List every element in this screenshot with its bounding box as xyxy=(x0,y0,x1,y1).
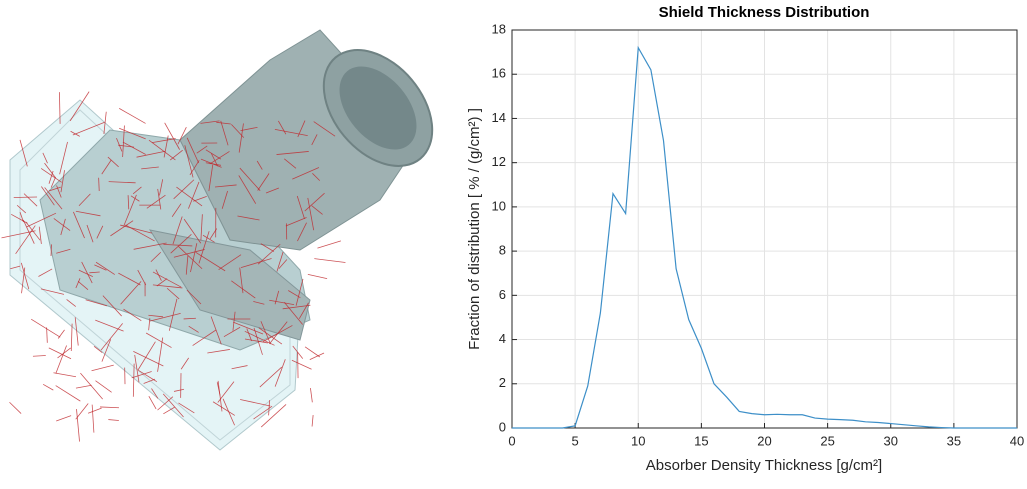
ray xyxy=(80,373,102,399)
ray xyxy=(88,408,101,413)
x-tick-label: 40 xyxy=(1010,433,1024,448)
ray xyxy=(47,327,48,342)
x-tick-label: 25 xyxy=(820,433,834,448)
y-tick-label: 0 xyxy=(499,419,506,434)
ray xyxy=(317,241,340,248)
y-tick-label: 12 xyxy=(492,154,506,169)
ray xyxy=(312,415,313,426)
ray xyxy=(33,356,46,357)
y-tick-label: 4 xyxy=(499,331,506,346)
ray xyxy=(77,409,80,442)
ray xyxy=(58,330,64,339)
x-tick-label: 5 xyxy=(572,433,579,448)
x-tick-label: 20 xyxy=(757,433,771,448)
ray xyxy=(119,108,145,123)
y-tick-label: 18 xyxy=(492,21,506,36)
x-tick-label: 30 xyxy=(884,433,898,448)
ray xyxy=(76,385,92,388)
ray xyxy=(43,384,53,390)
ray xyxy=(314,259,345,263)
ray xyxy=(56,416,71,421)
y-tick-label: 2 xyxy=(499,375,506,390)
ray xyxy=(31,319,60,337)
x-tick-label: 0 xyxy=(508,433,515,448)
y-tick-label: 14 xyxy=(492,110,506,125)
x-tick-label: 35 xyxy=(947,433,961,448)
ray xyxy=(310,353,324,360)
y-axis-label: Fraction of distribution [ % / (g/cm²) ] xyxy=(466,108,483,350)
telescope-render xyxy=(2,29,455,450)
ray xyxy=(92,365,114,371)
ray xyxy=(53,373,76,377)
y-tick-label: 8 xyxy=(499,243,506,258)
y-tick-label: 16 xyxy=(492,66,506,81)
ray xyxy=(71,324,72,351)
ray xyxy=(100,407,119,408)
x-axis-label: Absorber Density Thickness [g/cm²] xyxy=(646,457,882,474)
ray xyxy=(49,348,71,359)
x-tick-label: 10 xyxy=(631,433,645,448)
x-tick-label: 15 xyxy=(694,433,708,448)
ray xyxy=(92,405,94,433)
ray xyxy=(149,396,156,409)
ray xyxy=(51,244,52,256)
ray xyxy=(308,274,327,278)
ray xyxy=(9,402,21,413)
ray xyxy=(108,420,119,421)
ray xyxy=(56,345,67,373)
y-tick-label: 10 xyxy=(492,198,506,213)
ray xyxy=(95,381,111,393)
ray xyxy=(305,347,320,357)
plot: 0 5 10 15 20 25 30 35 40 0 2 4 6 8 10 12 14 16 18 xyxy=(492,21,1025,448)
y-tick-label: 6 xyxy=(499,287,506,302)
ray xyxy=(310,388,312,402)
chart-title: Shield Thickness Distribution xyxy=(659,4,870,21)
